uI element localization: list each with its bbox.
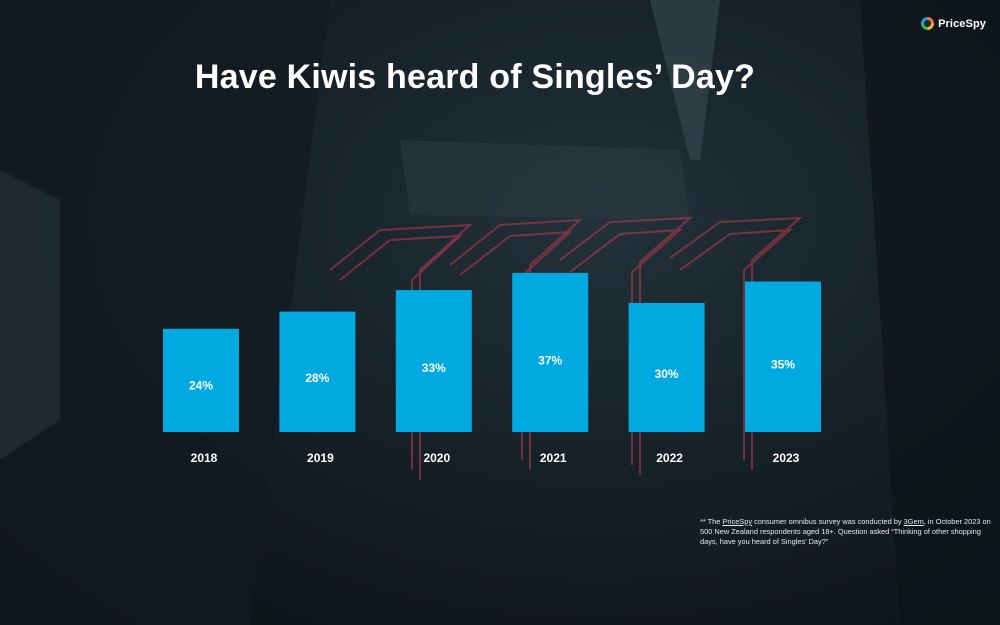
data-label-2022: 30% bbox=[655, 367, 679, 381]
footnote-agency-link[interactable]: 3Gem bbox=[903, 517, 924, 526]
x-tick-2021: 2021 bbox=[540, 451, 567, 465]
data-label-2020: 33% bbox=[422, 361, 446, 375]
x-tick-2020: 2020 bbox=[423, 451, 450, 465]
footnote-brand-link[interactable]: PriceSpy bbox=[722, 517, 753, 526]
bar-2022 bbox=[628, 303, 705, 432]
pricespy-logo-icon bbox=[921, 17, 935, 30]
footnote-prefix: ** The bbox=[700, 517, 723, 526]
footnote-middle: consumer omnibus survey was conducted by bbox=[752, 517, 904, 526]
data-label-2019: 28% bbox=[305, 371, 329, 385]
bar-2023 bbox=[745, 281, 821, 432]
chart-title: Have Kiwis heard of Singles’ Day? bbox=[194, 58, 756, 96]
x-tick-2019: 2019 bbox=[307, 451, 334, 465]
bar-2020 bbox=[395, 290, 472, 432]
pricespy-logo: PriceSpy bbox=[921, 17, 986, 30]
bar-2018 bbox=[163, 328, 239, 432]
x-tick-2023: 2023 bbox=[773, 451, 800, 465]
bar-2019 bbox=[279, 311, 356, 432]
x-tick-2022: 2022 bbox=[656, 451, 683, 465]
x-tick-2018: 2018 bbox=[191, 451, 218, 465]
data-label-2023: 35% bbox=[771, 357, 795, 371]
data-label-2021: 37% bbox=[538, 353, 562, 367]
logo-text: PriceSpy bbox=[938, 17, 986, 30]
data-label-2018: 24% bbox=[189, 379, 213, 393]
footnote-rest: , in October 2023 on 500 New Zealand res… bbox=[700, 517, 991, 546]
survey-footnote: ** The PriceSpy consumer omnibus survey … bbox=[700, 517, 992, 547]
bar-2021 bbox=[512, 272, 589, 432]
